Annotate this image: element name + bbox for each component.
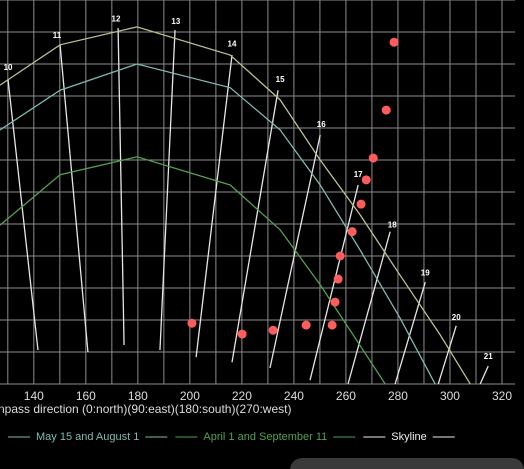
legend-label: Skyline: [391, 431, 426, 443]
hour-line: [437, 325, 457, 385]
point: [330, 297, 340, 307]
x-tick-label: 220: [232, 389, 252, 403]
hour-line: [117, 28, 125, 345]
hour-line: [309, 184, 359, 381]
x-tick-label: 140: [24, 389, 44, 403]
hour-line: [231, 90, 279, 363]
hour-label: 11: [53, 31, 62, 40]
legend-label: May 15 and August 1: [36, 431, 139, 443]
point: [381, 105, 391, 115]
point: [335, 251, 345, 261]
sun-path: [0, 26, 471, 385]
hour-label: 10: [4, 63, 13, 72]
sun-path: [0, 63, 436, 385]
x-tick-label: 160: [76, 389, 96, 403]
hour-label: 19: [421, 268, 430, 277]
hour-line: [159, 30, 176, 351]
point: [389, 37, 399, 47]
point: [268, 325, 278, 335]
point: [327, 320, 337, 330]
point: [361, 175, 371, 185]
hour-label: 12: [112, 14, 121, 23]
bottom-sheet-handle: [290, 458, 524, 469]
hour-line: [347, 231, 391, 385]
hour-line: [479, 365, 489, 385]
point: [347, 227, 357, 237]
hour-line: [195, 54, 233, 358]
x-tick-label: 180: [128, 389, 148, 403]
hour-label: 21: [484, 352, 493, 361]
point: [301, 320, 311, 330]
point: [356, 199, 366, 209]
hour-label: 18: [388, 220, 397, 229]
sun-path: [0, 156, 386, 385]
x-axis-title: npass direction (0:north)(90:east)(180:s…: [0, 402, 291, 416]
hour-label: 20: [452, 313, 461, 322]
x-tick-label: 300: [440, 389, 460, 403]
hour-line: [7, 79, 39, 351]
x-tick-label: 260: [336, 389, 356, 403]
hour-line: [59, 44, 89, 353]
x-tick-label: 320: [492, 389, 512, 403]
x-tick-label: 200: [180, 389, 200, 403]
point: [368, 153, 378, 163]
point: [333, 274, 343, 284]
hour-label: 16: [317, 120, 326, 129]
hour-line: [394, 282, 426, 385]
hour-label: 13: [171, 17, 180, 26]
hour-label: 14: [228, 39, 237, 48]
hour-label: 17: [354, 170, 363, 179]
hour-label: 15: [276, 75, 285, 84]
x-tick-label: 240: [284, 389, 304, 403]
point: [237, 329, 247, 339]
legend-label: April 1 and September 11: [203, 431, 327, 443]
point: [187, 318, 197, 328]
x-tick-label: 280: [388, 389, 408, 403]
